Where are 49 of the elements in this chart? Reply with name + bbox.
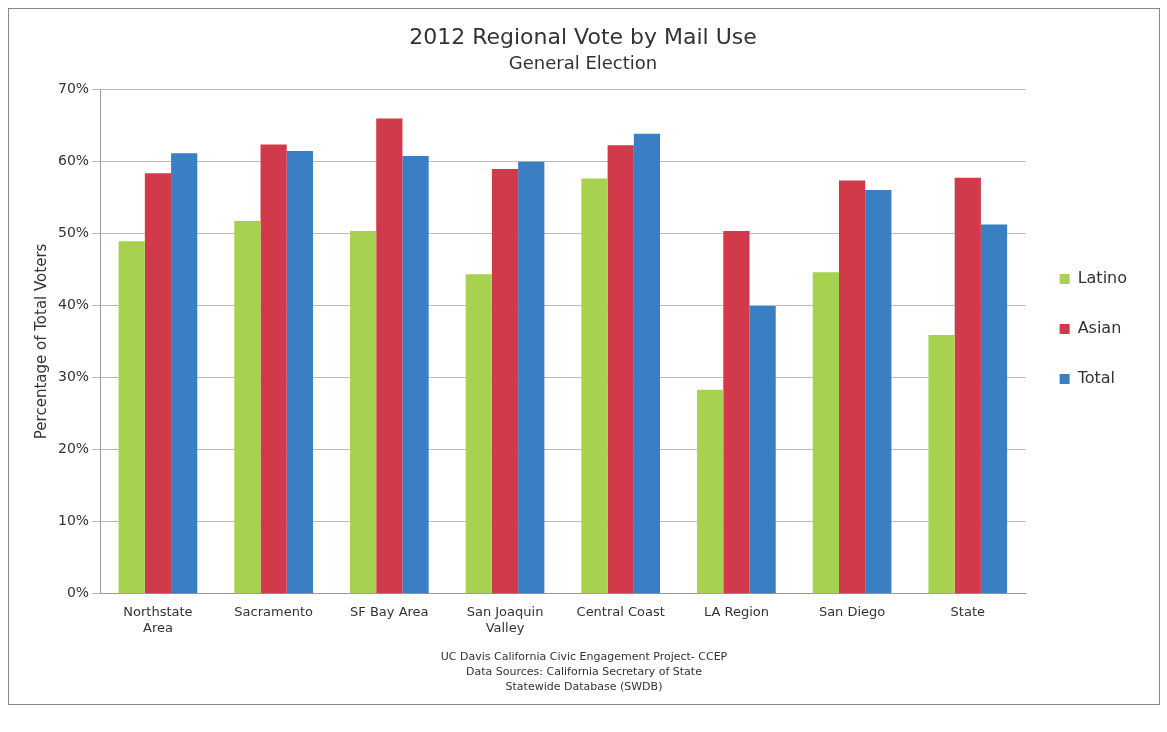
bar xyxy=(697,389,724,594)
x-tick-label: San Diego xyxy=(818,603,886,619)
bar xyxy=(376,118,403,594)
bar xyxy=(118,241,145,594)
bar xyxy=(402,156,429,594)
bar xyxy=(980,224,1008,594)
bar xyxy=(171,153,198,594)
x-tick-label: SF Bay Area xyxy=(350,603,429,619)
y-tick-label: 0% xyxy=(66,584,90,601)
bar xyxy=(865,189,892,594)
y-tick-label: 10% xyxy=(57,512,90,529)
bar xyxy=(465,274,492,594)
x-tick-label: Northstate Area xyxy=(123,603,193,635)
bar xyxy=(581,178,608,594)
bar xyxy=(350,231,377,594)
bar xyxy=(723,231,750,594)
text: Statewide Database (SWDB) xyxy=(504,679,664,694)
x-tick-label: State xyxy=(950,603,985,619)
y-tick-label: 60% xyxy=(57,151,90,168)
y-axis-title: Percentage of Total Voters xyxy=(31,243,50,440)
y-tick-label: 30% xyxy=(57,368,90,385)
bar xyxy=(633,133,661,594)
legend-label: Latino xyxy=(1077,268,1128,288)
bar xyxy=(607,145,634,594)
y-tick-label: 70% xyxy=(57,79,90,96)
legend-label: Total xyxy=(1076,368,1116,388)
bar xyxy=(144,173,172,594)
bar xyxy=(260,144,287,594)
y-tick-label: 20% xyxy=(57,440,90,457)
x-tick-label: LA Region xyxy=(703,603,769,619)
y-tick-label: 50% xyxy=(57,223,90,240)
bar xyxy=(491,169,519,594)
bar xyxy=(749,306,776,594)
bar xyxy=(518,161,545,594)
bar xyxy=(812,272,839,594)
x-tick-label: Sacramento xyxy=(234,603,314,619)
chart-title: 2012 Regional Vote by Mail Use xyxy=(409,23,757,49)
text: Data Sources: California Secretary of State xyxy=(465,664,703,679)
bar xyxy=(928,334,955,594)
legend-label: Asian xyxy=(1077,318,1122,338)
text: UC Davis California Civic Engagement Project- CCEP xyxy=(439,649,729,664)
chart-subtitle: General Election xyxy=(508,51,658,73)
bar xyxy=(234,220,261,594)
bar xyxy=(954,177,981,594)
x-tick-label: Central Coast xyxy=(576,603,665,619)
y-tick-label: 40% xyxy=(57,295,90,312)
bar xyxy=(838,180,866,594)
x-tick-label: San Joaquin Valley xyxy=(466,603,544,635)
bar xyxy=(286,151,313,594)
